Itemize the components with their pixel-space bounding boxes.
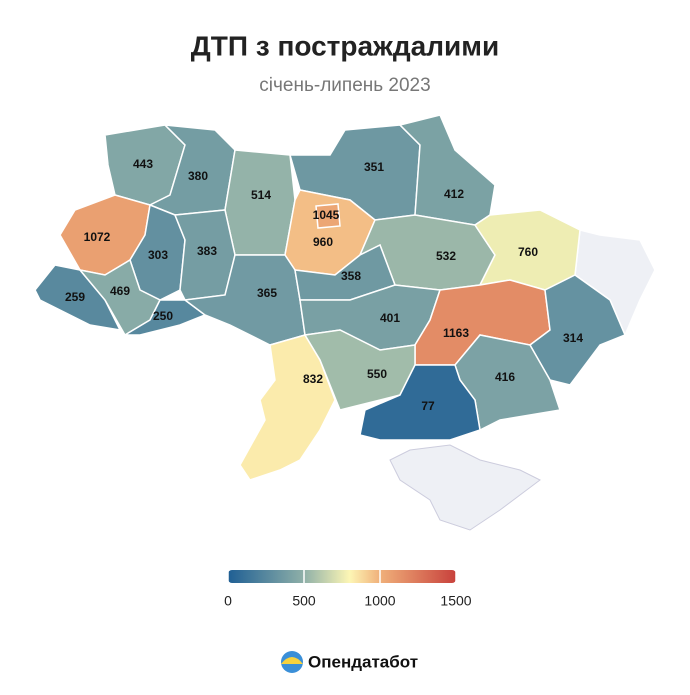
- region-value: 314: [563, 331, 583, 345]
- region-value: 760: [518, 245, 538, 259]
- region-value: 550: [367, 367, 387, 381]
- region-value: 443: [133, 157, 153, 171]
- brand-icon: [281, 657, 303, 664]
- region-value: 383: [197, 244, 217, 258]
- brand: Опендатабот: [308, 652, 418, 671]
- region: [529, 274, 626, 386]
- region-value: 514: [251, 188, 271, 202]
- legend-tick-label: 0: [224, 593, 232, 609]
- region-value: 532: [436, 249, 456, 263]
- region-value: 1163: [443, 326, 469, 340]
- region: [34, 264, 122, 331]
- region-value: 303: [148, 248, 168, 262]
- region-value: 832: [303, 372, 323, 386]
- legend-tick-label: 1000: [364, 593, 395, 609]
- region: [359, 364, 481, 441]
- region-value: 351: [364, 160, 384, 174]
- region-value: 1045: [313, 208, 340, 222]
- region: [315, 203, 341, 229]
- region-value: 1072: [84, 230, 111, 244]
- region-value: 416: [495, 370, 515, 384]
- region: [224, 149, 296, 256]
- legend-tick-label: 500: [292, 593, 316, 609]
- map: [34, 114, 656, 531]
- region-value: 380: [188, 169, 208, 183]
- region-no-data: [389, 444, 541, 531]
- legend-tick-label: 1500: [440, 593, 471, 609]
- region-value: 412: [444, 187, 464, 201]
- region-value: 365: [257, 286, 277, 300]
- title: ДТП з постраждалими: [191, 30, 499, 61]
- region-value: 250: [153, 309, 173, 323]
- legend-bar: [228, 570, 456, 583]
- region-value: 469: [110, 284, 130, 298]
- region-value: 77: [421, 399, 435, 413]
- region-value: 401: [380, 311, 400, 325]
- region-value: 960: [313, 235, 333, 249]
- subtitle: січень-липень 2023: [259, 75, 430, 96]
- region-value: 358: [341, 269, 361, 283]
- region-value: 259: [65, 290, 85, 304]
